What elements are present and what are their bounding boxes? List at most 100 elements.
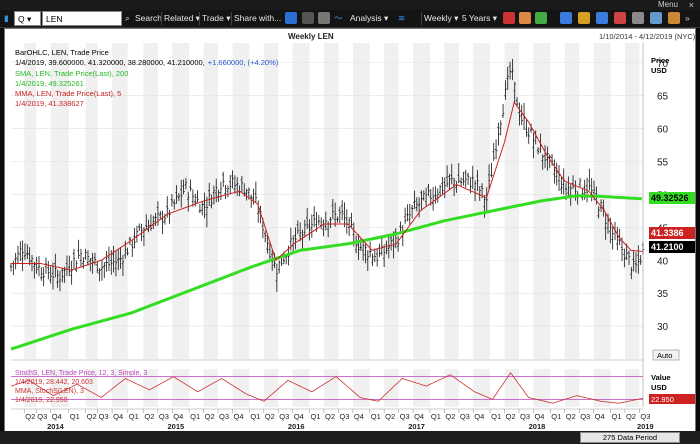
ohlc-bar [149, 214, 153, 231]
share-button[interactable]: Share with... [234, 13, 282, 23]
quarter-tick-label: Q4 [414, 412, 424, 421]
ohlc-bar [161, 210, 164, 235]
back-icon[interactable] [285, 12, 297, 24]
range-select[interactable]: 5 Years ▾ [462, 13, 497, 23]
chart-panel[interactable]: 303540455055606570 Q2Q3Q4Q1Q2Q3Q4Q1Q2Q3Q… [4, 28, 696, 444]
period-select[interactable]: Weekly ▾ [424, 13, 459, 23]
related-button[interactable]: Related ▾ [164, 13, 200, 23]
ohlc-bar [340, 200, 344, 221]
price-axis-unit: USD [651, 66, 667, 75]
ohlc-bar [42, 267, 45, 287]
menu-button[interactable]: Menu [657, 0, 678, 9]
ohlc-bar [294, 227, 297, 250]
quarter-shade [203, 369, 219, 407]
quarter-tick-label: Q4 [234, 412, 244, 421]
search-icon: ⌕ [125, 13, 130, 23]
quarter-tick-label: Q4 [52, 412, 62, 421]
ohlc-bar [14, 252, 17, 270]
alert-icon[interactable] [614, 12, 626, 24]
ohlc-bar [154, 212, 157, 227]
bookmark-icon[interactable]: ▮ [4, 13, 9, 23]
ohlc-bar [191, 189, 195, 207]
symbol-input[interactable]: LEN [42, 11, 122, 26]
draw-icon[interactable] [578, 12, 590, 24]
search-button[interactable]: Search [135, 13, 162, 23]
ohlc-bar [518, 102, 521, 126]
ohlc-bar [434, 186, 437, 204]
line-chart-icon[interactable] [519, 12, 531, 24]
price-tick-label: 35 [657, 289, 669, 300]
quarter-shade [85, 369, 98, 407]
quarter-shade [323, 43, 339, 359]
ohlc-bar [366, 250, 370, 272]
sma-price-badge [649, 192, 695, 204]
data-period-select[interactable]: 275 Data Period [580, 432, 680, 443]
ohlc-bar [373, 248, 377, 262]
more-icon[interactable]: » [685, 13, 690, 23]
quarter-tick-label: Q3 [460, 412, 470, 421]
ohlc-bar [100, 259, 104, 281]
ohlc-bar [196, 190, 199, 203]
stoch-mma-value: 1/4/2019, 22.950 [15, 397, 68, 404]
ohlc-bar [424, 187, 428, 207]
ohlc-bar [298, 222, 302, 242]
sma-200-line [10, 194, 642, 351]
quarter-tick-label: Q4 [474, 412, 484, 421]
ohlc-bar [240, 175, 244, 193]
ohlc-bar [415, 197, 418, 212]
ohlc-bar [506, 66, 509, 90]
auto-scale-button[interactable] [652, 349, 680, 361]
ohlc-bar [16, 245, 20, 264]
quarter-tick-label: Q1 [70, 412, 80, 421]
ohlc-bar [147, 219, 150, 233]
forward-icon[interactable] [302, 12, 314, 24]
ohlc-bar [250, 194, 253, 208]
quarter-shade [143, 369, 158, 407]
ohlc-bar [72, 248, 76, 270]
quarter-shade [384, 43, 399, 359]
layout-icon[interactable] [560, 12, 572, 24]
settings-icon[interactable] [668, 12, 680, 24]
export-icon[interactable] [650, 12, 662, 24]
close-icon[interactable]: × [688, 0, 694, 10]
analysis-button[interactable]: Analysis ▾ [350, 13, 389, 23]
quarter-shade [624, 43, 640, 359]
symbol-mode-select[interactable]: Q ▾ [14, 11, 41, 26]
ohlc-bar [266, 235, 269, 254]
quarter-tick-label: Q2 [265, 412, 275, 421]
ohlc-bar [630, 266, 633, 280]
ohlc-bar [515, 97, 519, 107]
quarter-shade [112, 43, 128, 359]
ohlc-bar [541, 154, 544, 170]
quarter-shade [413, 369, 430, 407]
price-tick-label: 40 [657, 256, 669, 267]
quarter-shade [504, 43, 520, 359]
camera-icon[interactable] [318, 12, 330, 24]
study-icon[interactable]: ≋ [398, 13, 406, 23]
ohlc-bar [492, 142, 495, 161]
price-axis-title: Price [651, 56, 669, 65]
trade-button[interactable]: Trade ▾ [202, 13, 231, 23]
ohlc-bar [438, 184, 442, 197]
quarter-tick-label: Q1 [491, 412, 501, 421]
ohlc-bar [511, 58, 514, 81]
ohlc-bar [357, 234, 360, 261]
ohlc-bar [396, 235, 400, 252]
ohlc-bar [494, 139, 498, 160]
ohlc-bar [375, 248, 379, 267]
ohlc-bar [501, 104, 505, 118]
print-icon[interactable] [632, 12, 644, 24]
ohlc-bar [219, 181, 223, 200]
ohlc-bar [26, 244, 29, 260]
toolbar: ▮ Q ▾ LEN ⌕ Search Related ▾ Trade ▾ Sha… [0, 10, 700, 28]
ohlc-bar [163, 213, 167, 225]
title-bar: Menu × [0, 0, 700, 10]
ohlc-bar [159, 210, 162, 220]
legend-bar-ohlc: 1/4/2019, 39.600000, 41.320000, 38.28000… [15, 58, 205, 67]
bar-chart-icon[interactable] [503, 12, 515, 24]
candle-icon[interactable] [535, 12, 547, 24]
zoom-icon[interactable] [596, 12, 608, 24]
price-chart[interactable]: 303540455055606570 Q2Q3Q4Q1Q2Q3Q4Q1Q2Q3Q… [5, 29, 695, 443]
stoch-values: 1/4/2019, 28.442, 20.603 [15, 379, 93, 386]
mma-price-badge [649, 227, 695, 239]
